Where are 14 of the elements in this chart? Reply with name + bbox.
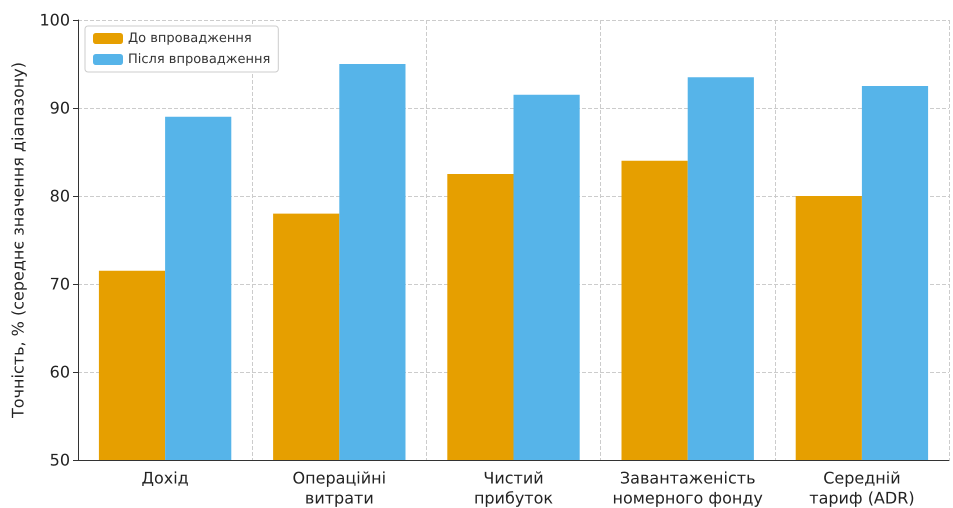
y-tick-label: 80 xyxy=(50,186,70,206)
y-axis-title: Точність, % (середнє значення діапазону) xyxy=(8,62,28,419)
y-tick-label: 70 xyxy=(50,274,70,294)
y-tick-label: 100 xyxy=(39,10,70,30)
y-tick-label: 60 xyxy=(50,362,70,382)
legend-label: Після впровадження xyxy=(128,52,270,67)
y-tick-label: 90 xyxy=(50,98,70,118)
legend-label: До впровадження xyxy=(128,31,252,46)
x-tick-label: Середній тариф (ADR) xyxy=(809,468,915,508)
x-tick-label: Завантаженість номерного фонду xyxy=(612,468,763,508)
x-tick-label: Чистий прибуток xyxy=(474,468,554,508)
x-tick-label: Дохід xyxy=(141,468,189,488)
x-tick-label: Операційні витрати xyxy=(292,468,386,508)
y-tick-label: 50 xyxy=(50,450,70,470)
